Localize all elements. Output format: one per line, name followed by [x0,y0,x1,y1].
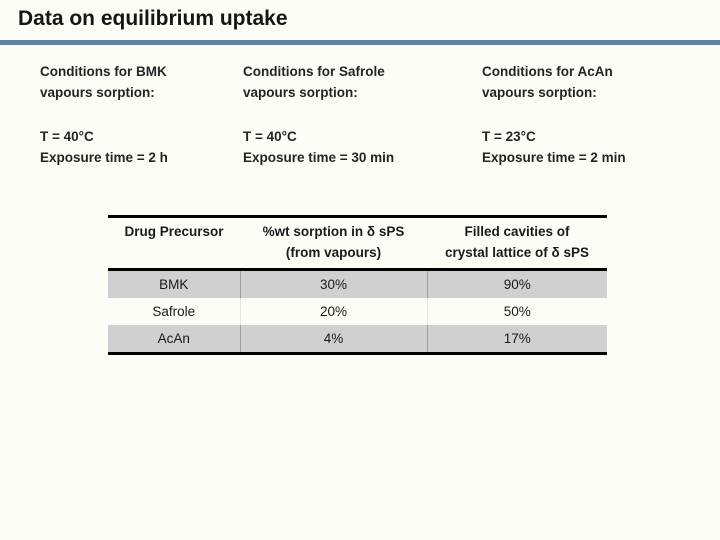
cell-filled-cavities: 17% [426,325,607,354]
condition-heading-line: vapours sorption: [482,85,597,100]
cell-precursor: AcAn [157,331,190,346]
uptake-data-table: Drug Precursor %wt sorption in δ sPS (fr… [108,215,607,355]
condition-params: T = 23°C Exposure time = 2 min [482,126,626,168]
title-underline-rule [0,40,720,45]
table-row: BMK 30% 90% [108,269,607,298]
condition-heading-line: vapours sorption: [243,85,358,100]
condition-heading-line: Conditions for Safrole [243,64,385,79]
exposure-time-line: Exposure time = 2 h [40,150,168,165]
table-body: BMK 30% 90% Safrole 20% 50% AcAn 4% 17% [108,269,607,354]
header-wt-sorption: %wt sorption in δ sPS (from vapours) [240,216,427,271]
header-line: Drug Precursor [124,224,224,239]
cell-sorption: 30% [239,269,427,298]
table-header-row: Drug Precursor %wt sorption in δ sPS (fr… [108,216,607,271]
table-row: AcAn 4% 17% [108,325,607,354]
condition-params: T = 40°C Exposure time = 2 h [40,126,168,168]
condition-heading-line: Conditions for AcAn [482,64,613,79]
table-header: Drug Precursor %wt sorption in δ sPS (fr… [108,216,607,271]
temperature-line: T = 40°C [243,129,297,144]
header-line: %wt sorption in δ sPS [262,224,405,239]
condition-params: T = 40°C Exposure time = 30 min [243,126,394,168]
cell-filled-cavities: 90% [426,269,607,298]
header-filled-cavities: Filled cavities of crystal lattice of δ … [427,216,607,271]
header-line: Filled cavities of [464,224,570,239]
condition-block-acan: Conditions for AcAn vapours sorption: T … [482,61,626,168]
temperature-line: T = 23°C [482,129,536,144]
header-line: (from vapours) [285,245,382,260]
cell-precursor: BMK [159,277,189,292]
header-drug-precursor: Drug Precursor [108,216,240,271]
condition-block-bmk: Conditions for BMK vapours sorption: T =… [40,61,168,168]
header-line: crystal lattice of δ sPS [445,245,589,260]
exposure-time-line: Exposure time = 2 min [482,150,626,165]
condition-block-safrole: Conditions for Safrole vapours sorption:… [243,61,394,168]
exposure-time-line: Exposure time = 30 min [243,150,395,165]
table-row: Safrole 20% 50% [108,298,607,325]
page-title: Data on equilibrium uptake [18,7,288,30]
condition-heading-line: vapours sorption: [40,85,155,100]
cell-sorption: 4% [239,325,427,354]
cell-precursor: Safrole [152,304,196,319]
temperature-line: T = 40°C [40,129,94,144]
cell-sorption: 20% [239,298,427,325]
condition-heading-line: Conditions for BMK [40,64,167,79]
cell-filled-cavities: 50% [426,298,607,325]
